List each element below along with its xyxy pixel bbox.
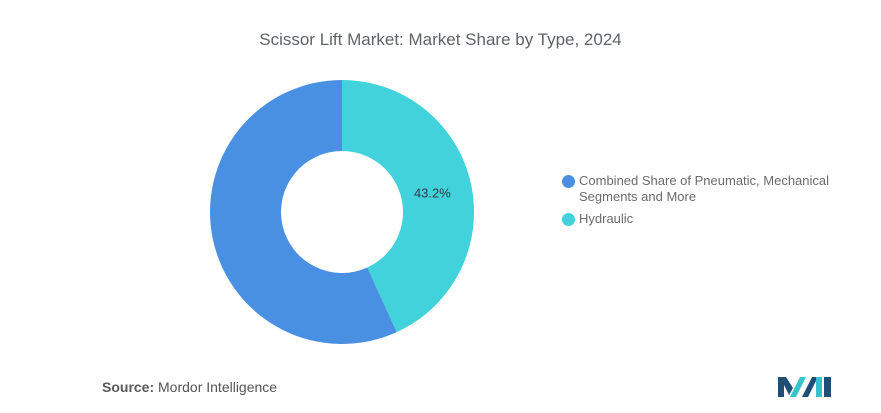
donut-slice-hydraulic [342,80,475,333]
legend-item-combined: Combined Share of Pneumatic, Mechanical … [562,173,862,205]
mordor-intelligence-logo-icon [778,377,831,397]
legend-swatch-hydraulic [562,213,575,226]
donut-data-label: 43.2% [414,185,451,200]
legend-label-hydraulic: Hydraulic [579,211,634,226]
chart-legend: Combined Share of Pneumatic, Mechanical … [562,173,862,233]
source-value: Mordor Intelligence [158,379,278,395]
chart-title: Scissor Lift Market: Market Share by Typ… [259,30,622,49]
legend-item-hydraulic: Hydraulic [562,211,862,227]
legend-label-combined: Combined Share of Pneumatic, Mechanical … [579,173,830,204]
source-label: Source: [102,379,155,395]
source-note: Source: Mordor Intelligence [102,379,277,395]
legend-swatch-combined [562,175,575,188]
donut-slice-combined [210,80,397,344]
